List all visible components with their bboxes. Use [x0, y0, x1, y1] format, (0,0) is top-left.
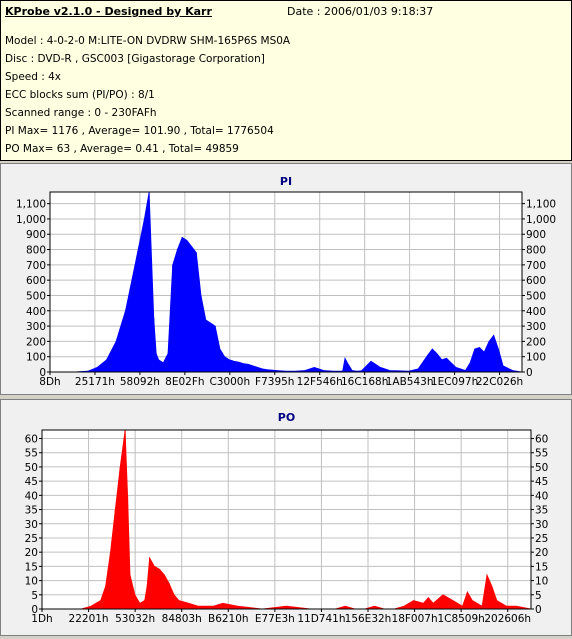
pi-xtick-label: 16C168h — [341, 376, 388, 388]
pi-xtick-label: 25171h — [75, 376, 115, 388]
po-xtick-label: 11D741h — [297, 613, 345, 625]
pi-ytick-label-right: 500 — [526, 290, 546, 302]
po-ytick-label-left: 20 — [25, 547, 38, 559]
po-ytick-label-left: 5 — [31, 590, 38, 602]
po-ytick-label-left: 60 — [25, 434, 38, 446]
pi-xtick-label: 8E02Fh — [165, 376, 204, 388]
po-xtick-label: 156E32h — [345, 613, 392, 625]
po-summary-line: PO Max= 63 , Average= 0.41 , Total= 4985… — [5, 143, 239, 155]
po-chart-title: PO — [278, 411, 295, 424]
po-ytick-label-left: 55 — [25, 448, 38, 460]
pi-ytick-label-right: 900 — [526, 229, 546, 241]
po-xtick-label: 1Dh — [31, 613, 52, 625]
pi-ytick-label-right: 100 — [526, 352, 546, 364]
model-line: Model : 4-0-2-0 M:LITE-ON DVDRW SHM-165P… — [5, 35, 290, 47]
pi-xtick-label: 22C026h — [476, 376, 523, 388]
speed-line: Speed : 4x — [5, 71, 61, 83]
po-xtick-label: 53032h — [115, 613, 155, 625]
pi-chart-panel: PI 0 0 100 100 200 200 300 300 400 400 500 500 600 600… — [0, 163, 572, 395]
pi-ytick-label-left: 700 — [26, 260, 46, 272]
pi-xtick-label: 12F546h — [297, 376, 343, 388]
pi-ytick-label-left: 200 — [26, 336, 46, 348]
po-xtick-label: E77E3h — [255, 613, 295, 625]
pi-ytick-label-left: 1,000 — [16, 214, 46, 226]
po-xtick-label: 18F007h — [392, 613, 438, 625]
po-ytick-label-left: 45 — [25, 476, 38, 488]
po-ytick-label-right: 5 — [535, 590, 542, 602]
pi-ytick-label-right: 1,100 — [526, 199, 556, 211]
po-xtick-label: 1C8509h — [437, 613, 484, 625]
pi-xtick-label: 58092h — [120, 376, 160, 388]
ecc-line: ECC blocks sum (PI/PO) : 8/1 — [5, 89, 155, 101]
po-xtick-label: 84803h — [162, 613, 202, 625]
pi-ytick-label-right: 700 — [526, 260, 546, 272]
pi-ytick-label-right: 600 — [526, 275, 546, 287]
pi-ytick-label-right: 200 — [526, 336, 546, 348]
pi-summary-line: PI Max= 1176 , Average= 101.90 , Total= … — [5, 125, 274, 137]
pi-ytick-label-right: 400 — [526, 306, 546, 318]
po-ytick-label-left: 35 — [25, 505, 38, 517]
pi-ytick-label-left: 100 — [26, 352, 46, 364]
po-ytick-label-left: 30 — [25, 519, 38, 531]
pi-ytick-label-right: 300 — [526, 321, 546, 333]
pi-ytick-label-left: 400 — [26, 306, 46, 318]
pi-xtick-label: 1EC097h — [431, 376, 478, 388]
pi-xtick-label: 8Dh — [39, 376, 60, 388]
app-title: KProbe v2.1.0 - Designed by Karr — [5, 5, 212, 18]
po-ytick-label-right: 10 — [535, 576, 548, 588]
po-ytick-label-right: 25 — [535, 533, 548, 545]
po-ytick-label-right: 20 — [535, 547, 548, 559]
pi-ytick-label-left: 800 — [26, 245, 46, 257]
po-ytick-label-right: 30 — [535, 519, 548, 531]
po-ytick-label-right: 0 — [535, 604, 542, 616]
pi-chart-title: PI — [280, 175, 292, 188]
po-xtick-label: 202606h — [484, 613, 531, 625]
pi-ytick-label-right: 0 — [526, 367, 533, 379]
po-ytick-label-right: 45 — [535, 476, 548, 488]
po-ytick-label-left: 25 — [25, 533, 38, 545]
pi-ytick-label-left: 500 — [26, 290, 46, 302]
po-ytick-label-right: 60 — [535, 434, 548, 446]
disc-line: Disc : DVD-R , GSC003 [Gigastorage Corpo… — [5, 53, 265, 65]
po-chart-panel: PO 0 0 5 5 10 10 15 15 20 20 25 25 30 30 35 35 40 40 45 45 50… — [0, 399, 572, 636]
pi-ytick-label-left: 600 — [26, 275, 46, 287]
po-ytick-label-right: 35 — [535, 505, 548, 517]
range-line: Scanned range : 0 - 230FAFh — [5, 107, 157, 119]
info-panel: KProbe v2.1.0 - Designed by Karr Date : … — [0, 0, 572, 161]
po-xtick-label: 22201h — [69, 613, 109, 625]
scan-date: Date : 2006/01/03 9:18:37 — [287, 5, 433, 18]
pi-ytick-label-left: 300 — [26, 321, 46, 333]
pi-ytick-label-left: 900 — [26, 229, 46, 241]
po-ytick-label-left: 50 — [25, 462, 38, 474]
po-ytick-label-right: 15 — [535, 561, 548, 573]
pi-xtick-label: F7395h — [255, 376, 294, 388]
po-ytick-label-left: 10 — [25, 576, 38, 588]
pi-xtick-label: 1AB543h — [386, 376, 434, 388]
pi-ytick-label-left: 1,100 — [16, 199, 46, 211]
po-ytick-label-right: 40 — [535, 490, 548, 502]
pi-ytick-label-right: 800 — [526, 245, 546, 257]
pi-xtick-label: C3000h — [209, 376, 250, 388]
po-ytick-label-left: 15 — [25, 561, 38, 573]
po-ytick-label-left: 40 — [25, 490, 38, 502]
po-ytick-label-right: 55 — [535, 448, 548, 460]
po-ytick-label-right: 50 — [535, 462, 548, 474]
pi-ytick-label-right: 1,000 — [526, 214, 556, 226]
po-xtick-label: B6210h — [208, 613, 249, 625]
